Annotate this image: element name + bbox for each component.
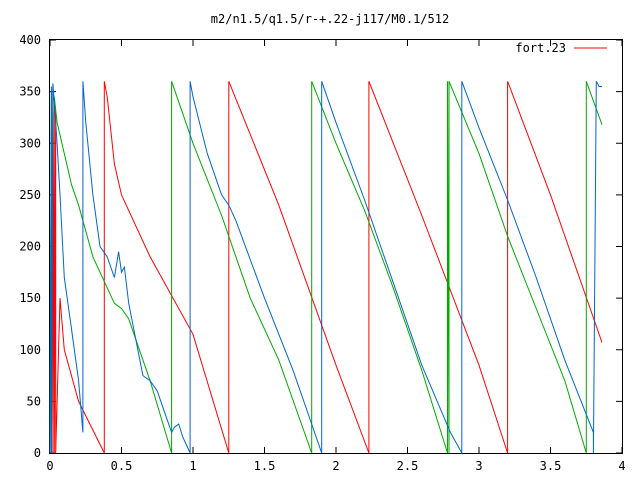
y-tick-label: 300 — [19, 136, 41, 150]
plot-frame — [49, 39, 623, 454]
x-tick-label: 2 — [332, 459, 339, 473]
series-line-3 — [49, 81, 602, 455]
x-tick-label: 0 — [46, 459, 53, 473]
legend: fort.23 — [515, 41, 607, 55]
x-tick-label: 0.5 — [111, 459, 133, 473]
axes: 0 0.5 1 1.5 2 2.5 3 3.5 4 0 50 100 150 200 250 300 350 40… — [19, 33, 625, 473]
y-tick-label: 350 — [19, 85, 41, 99]
series-layer — [49, 81, 603, 455]
chart-title: m2/n1.5/q1.5/r-+.22-j117/M0.1/512 — [211, 12, 449, 26]
series-line-2 — [49, 81, 603, 454]
y-tick-label: 50 — [27, 394, 41, 408]
series-line-1 — [49, 81, 603, 454]
y-tick-label: 200 — [19, 240, 41, 254]
x-tick-label: 1 — [189, 459, 196, 473]
y-tick-label: 400 — [19, 33, 41, 47]
y-tick-label: 250 — [19, 188, 41, 202]
legend-label: fort.23 — [515, 41, 566, 55]
y-tick-label: 0 — [34, 446, 41, 460]
y-tick-label: 150 — [19, 291, 41, 305]
x-tick-label: 2.5 — [397, 459, 419, 473]
x-tick-label: 4 — [618, 459, 625, 473]
x-tick-label: 1.5 — [254, 459, 276, 473]
x-tick-label: 3 — [475, 459, 482, 473]
x-tick-label: 3.5 — [540, 459, 562, 473]
y-tick-label: 100 — [19, 343, 41, 357]
